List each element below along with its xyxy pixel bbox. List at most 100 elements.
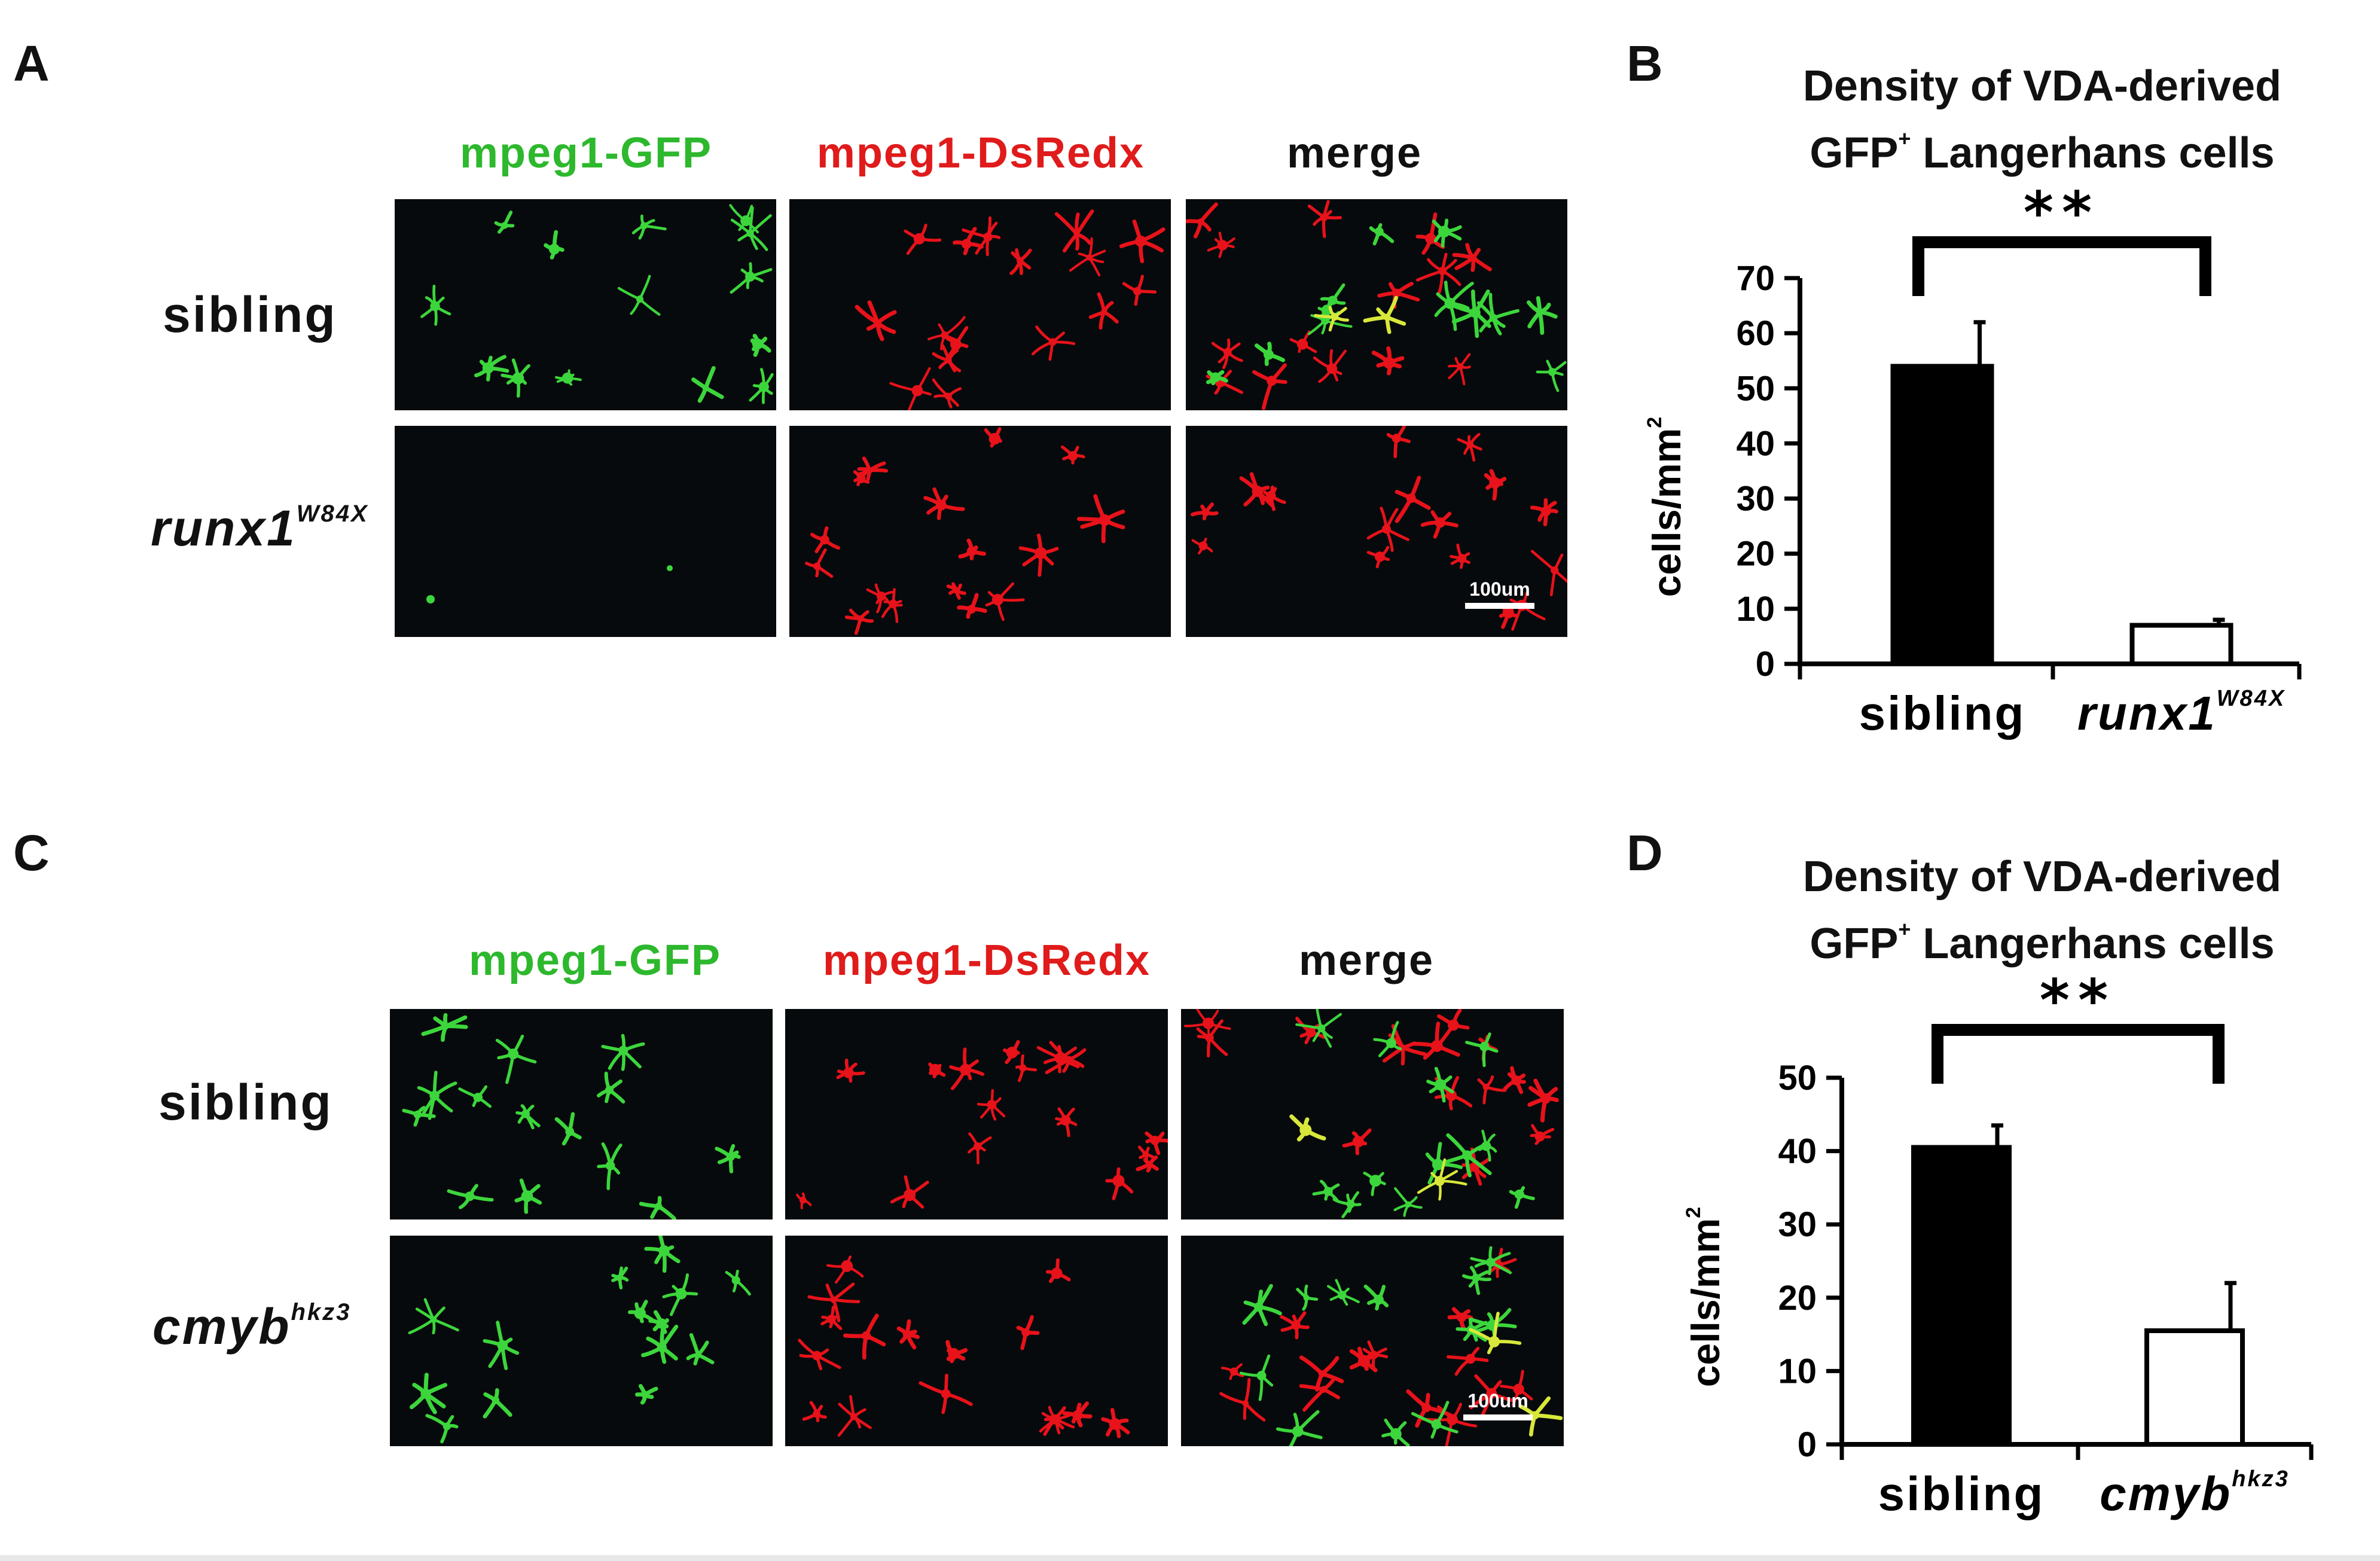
cell-mark [639,1196,676,1219]
cell-body [1254,1302,1264,1312]
cell-body [1374,1294,1384,1305]
cell-body [1406,493,1416,503]
panel-letter-a: A [13,35,50,92]
cell-mark [1299,1378,1341,1412]
cell-mark [1220,1363,1244,1380]
y-tick-label: 40 [1736,424,1775,463]
scale-bar-line [1465,603,1534,609]
cell-mark [1435,1009,1470,1049]
cell-mark [641,1319,679,1364]
y-axis-label: cells/mm2 [1682,1207,1728,1387]
cell-body [616,1274,623,1282]
cell-mark [1219,1378,1266,1422]
cell-mark [1477,1075,1507,1105]
cell-mark [1448,289,1491,339]
cell-body [465,1191,475,1202]
row-label-mutant-text: runx1 [151,500,297,556]
cell-mark [927,316,966,350]
cell-mark [458,1085,492,1108]
cell-body [655,1202,663,1210]
significance-bracket [1912,236,2211,296]
cell-mark [1452,243,1492,272]
cell-body [640,222,648,230]
cell-body [1338,1291,1347,1300]
cells-layer [408,1236,751,1444]
cell-body [1210,372,1220,383]
cell-mark [844,608,874,635]
significance-label: ** [2040,967,2116,1034]
cell-body [636,295,644,303]
cell-body [605,1161,615,1170]
cell-mark [644,1236,681,1273]
cell-mark [1462,1266,1492,1295]
cell-body [904,1189,916,1202]
cell-mark [843,1313,886,1360]
title-sup: + [1898,917,1911,941]
x-category-label-text: sibling [1878,1467,2045,1520]
cell-body [1006,1047,1018,1059]
cell-body [850,1413,858,1420]
cell-body [830,1296,837,1303]
cell-mark [494,211,515,234]
cell-body [1326,363,1338,374]
cell-mark [946,582,966,600]
x-category-label: runx1W84X [2077,686,2286,740]
micrograph-a-mutant-merge: 100um [1186,426,1567,637]
scale-bar: 100um [1461,578,1539,609]
cell-mark [1441,1133,1492,1178]
y-tick-label: 30 [1778,1205,1817,1244]
micrograph-a-sibling-dsredx [789,199,1171,410]
cell-body [813,562,821,570]
cell-body [497,1340,508,1351]
cell-body [813,1410,820,1418]
cell-mark [1526,296,1558,335]
cells-layer [798,1255,1130,1438]
y-axis-label: cells/mm2 [1643,417,1689,597]
cells-layer [1186,200,1567,410]
cell-mark [495,1034,537,1084]
cell-body [430,1316,437,1323]
cell-mark [421,1013,468,1042]
cells-layer [426,565,673,603]
cell-mark [662,1273,698,1316]
cell-mark [1363,295,1406,334]
cell-mark [1076,494,1125,544]
y-axis-label-text: cells/mm [1644,428,1689,597]
cell-body [658,1245,670,1257]
scale-bar-label: 100um [1469,578,1530,600]
cell-body [1242,1400,1249,1407]
cell-mark [409,1373,448,1414]
cell-mark [1426,1066,1454,1103]
cell-mark [417,1071,457,1120]
cell-mark [1327,1279,1360,1306]
cell-body [1502,606,1514,619]
cell-mark [1242,1283,1282,1327]
cell-body [562,372,573,384]
cell-body [1479,1042,1490,1051]
cell-mark [1186,202,1218,239]
cell-mark [1469,1312,1522,1355]
cell-body [966,546,977,556]
y-tick-label: 0 [1756,645,1775,684]
cell-body [1072,1410,1083,1420]
cell-mark [402,1106,436,1127]
cell-body [944,392,952,400]
cell-body [482,362,494,374]
cell-body [1048,338,1057,346]
cell-body [521,1190,533,1202]
cell-mark [1016,1315,1040,1350]
cell-body [1513,1383,1524,1395]
title-rest: Langerhans cells [1911,129,2275,177]
micrograph-c-sibling-gfp [390,1009,773,1219]
cell-mark [1101,1408,1130,1438]
cell-body [641,1391,649,1399]
cell-body [941,1389,951,1399]
cell-mark [807,1282,861,1322]
cell-mark [1530,498,1558,526]
cell-mark [597,1142,623,1190]
cell-body [512,372,524,385]
cell-body [508,1048,519,1060]
cell-mark [1299,1355,1344,1392]
panel-letter-d: D [1627,825,1663,881]
column-header-gfp: mpeg1-GFP [468,937,722,984]
